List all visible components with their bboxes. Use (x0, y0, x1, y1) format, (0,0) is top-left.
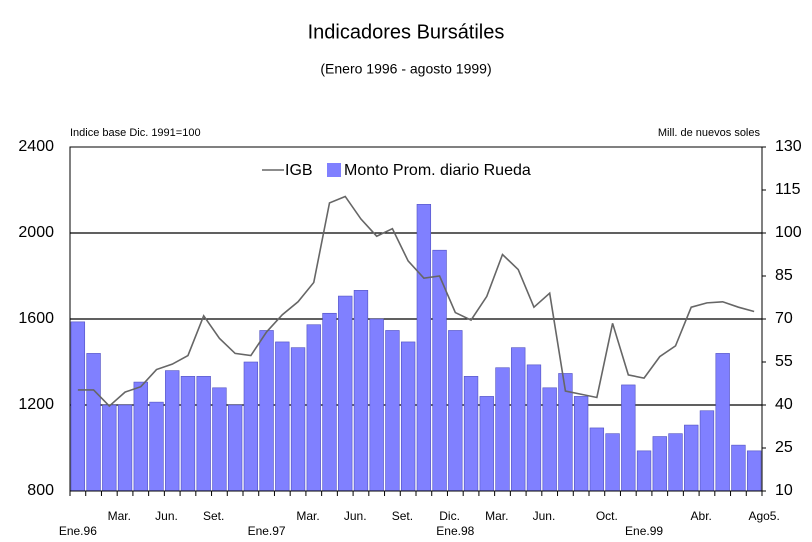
x-tick-label: Mar. (108, 509, 131, 523)
x-tick-label: Mar. (296, 509, 319, 523)
bar (306, 324, 321, 492)
bar (400, 341, 416, 492)
bar (322, 312, 337, 492)
bar (731, 444, 746, 492)
x-tick-label: Jun. (344, 509, 367, 523)
y2-tick-label: 100 (775, 224, 802, 241)
bar (652, 436, 667, 492)
y2-tick-label: 85 (775, 267, 793, 284)
y2-tick-label: 10 (775, 482, 793, 499)
bar (684, 424, 699, 492)
x-tick-label: Jun. (533, 509, 556, 523)
bar (448, 330, 463, 492)
bar (102, 404, 117, 492)
chart-title: Indicadores Bursátiles (308, 21, 505, 43)
x-tick-label: Set. (203, 509, 224, 523)
bar (212, 387, 227, 492)
bar (165, 370, 180, 492)
legend-swatch (327, 163, 341, 177)
bar (117, 404, 133, 492)
x-tick-label: Ene.97 (248, 524, 286, 538)
bar (589, 427, 605, 492)
bar (275, 341, 290, 492)
bar (133, 381, 148, 492)
x-tick-label: Dic. (439, 509, 460, 523)
x-tick-label: Ene.99 (625, 524, 663, 538)
bar (385, 330, 400, 492)
y-tick-label: 1200 (18, 396, 54, 413)
y-tick-label: 1600 (18, 310, 54, 327)
bar (526, 364, 542, 492)
chart-subtitle: (Enero 1996 - agosto 1999) (320, 61, 491, 77)
bar (259, 330, 274, 492)
y2-axis-label: Mill. de nuevos soles (658, 127, 761, 139)
bar (495, 367, 510, 492)
legend-label: IGB (285, 162, 313, 179)
x-tick-label: Mar. (485, 509, 508, 523)
y-tick-label: 2000 (18, 224, 54, 241)
bar (746, 450, 762, 492)
y2-tick-label: 115 (775, 181, 801, 198)
bar (479, 396, 494, 492)
x-tick-label: Set. (392, 509, 413, 523)
bar (416, 204, 432, 492)
y2-tick-label: 130 (775, 138, 802, 155)
x-tick-label: Abr. (691, 509, 712, 523)
bar (243, 361, 259, 492)
bar (180, 376, 196, 492)
y-axis-label: Indice base Dic. 1991=100 (70, 127, 201, 139)
bar (196, 376, 211, 492)
bar (573, 396, 589, 492)
bar (353, 290, 369, 492)
bar (621, 384, 636, 492)
bar (86, 353, 101, 492)
legend-label: Monto Prom. diario Rueda (344, 162, 531, 179)
y2-tick-label: 70 (775, 310, 793, 327)
x-tick-label: Ene.96 (59, 524, 97, 538)
bar (369, 318, 384, 492)
y-tick-label: 800 (27, 482, 54, 499)
bar (699, 410, 715, 492)
bar (636, 450, 652, 492)
y2-tick-label: 55 (775, 353, 793, 370)
line (77, 195, 755, 408)
x-tick-label: Oct. (596, 509, 618, 523)
bar (668, 433, 683, 492)
bar (511, 347, 526, 492)
x-tick-label: Jun. (155, 509, 178, 523)
bar (338, 295, 353, 492)
bar (227, 404, 243, 492)
bar (290, 347, 306, 492)
y2-tick-label: 40 (775, 396, 793, 413)
bar (149, 401, 164, 492)
bar (542, 387, 557, 492)
bar (605, 433, 620, 492)
y2-tick-label: 25 (775, 439, 793, 456)
bar (70, 321, 86, 492)
x-tick-label: Ago5. (748, 509, 779, 523)
bar (463, 376, 479, 492)
y-tick-label: 2400 (18, 138, 54, 155)
x-tick-label: Ene.98 (436, 524, 474, 538)
bar (715, 353, 730, 492)
